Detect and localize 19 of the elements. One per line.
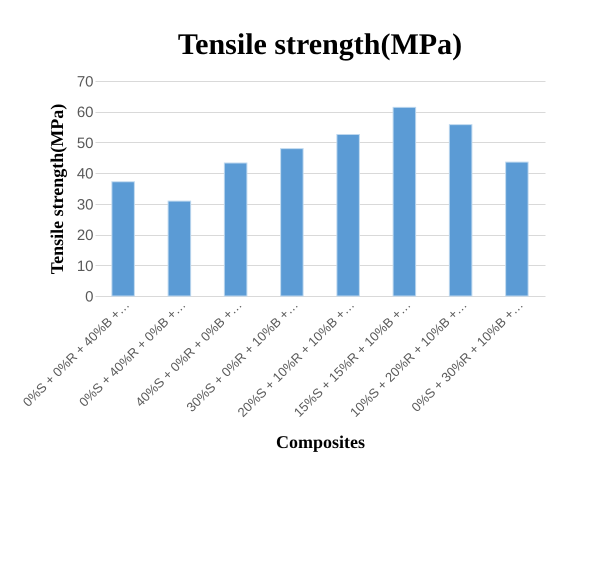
y-tick-label: 70	[76, 74, 94, 90]
bar	[111, 181, 135, 296]
bar	[392, 106, 416, 296]
bar	[448, 124, 472, 296]
y-axis-title: Tensile strength(MPa)	[46, 104, 67, 274]
bar	[168, 200, 192, 296]
bar	[505, 162, 529, 296]
y-tick-label: 20	[76, 227, 94, 244]
y-tick-label: 30	[76, 196, 94, 214]
x-axis-title: Composites	[276, 432, 365, 452]
y-tick-label: 10	[76, 258, 94, 275]
y-tick-label: 40	[76, 166, 94, 183]
y-tick-label: 50	[76, 134, 94, 152]
bar	[280, 148, 304, 296]
y-tick-label: 0	[85, 288, 94, 306]
bar	[224, 162, 248, 296]
chart-title: Tensile strength(MPa)	[178, 28, 462, 61]
bar	[336, 134, 360, 296]
y-tick-label: 60	[76, 104, 94, 122]
